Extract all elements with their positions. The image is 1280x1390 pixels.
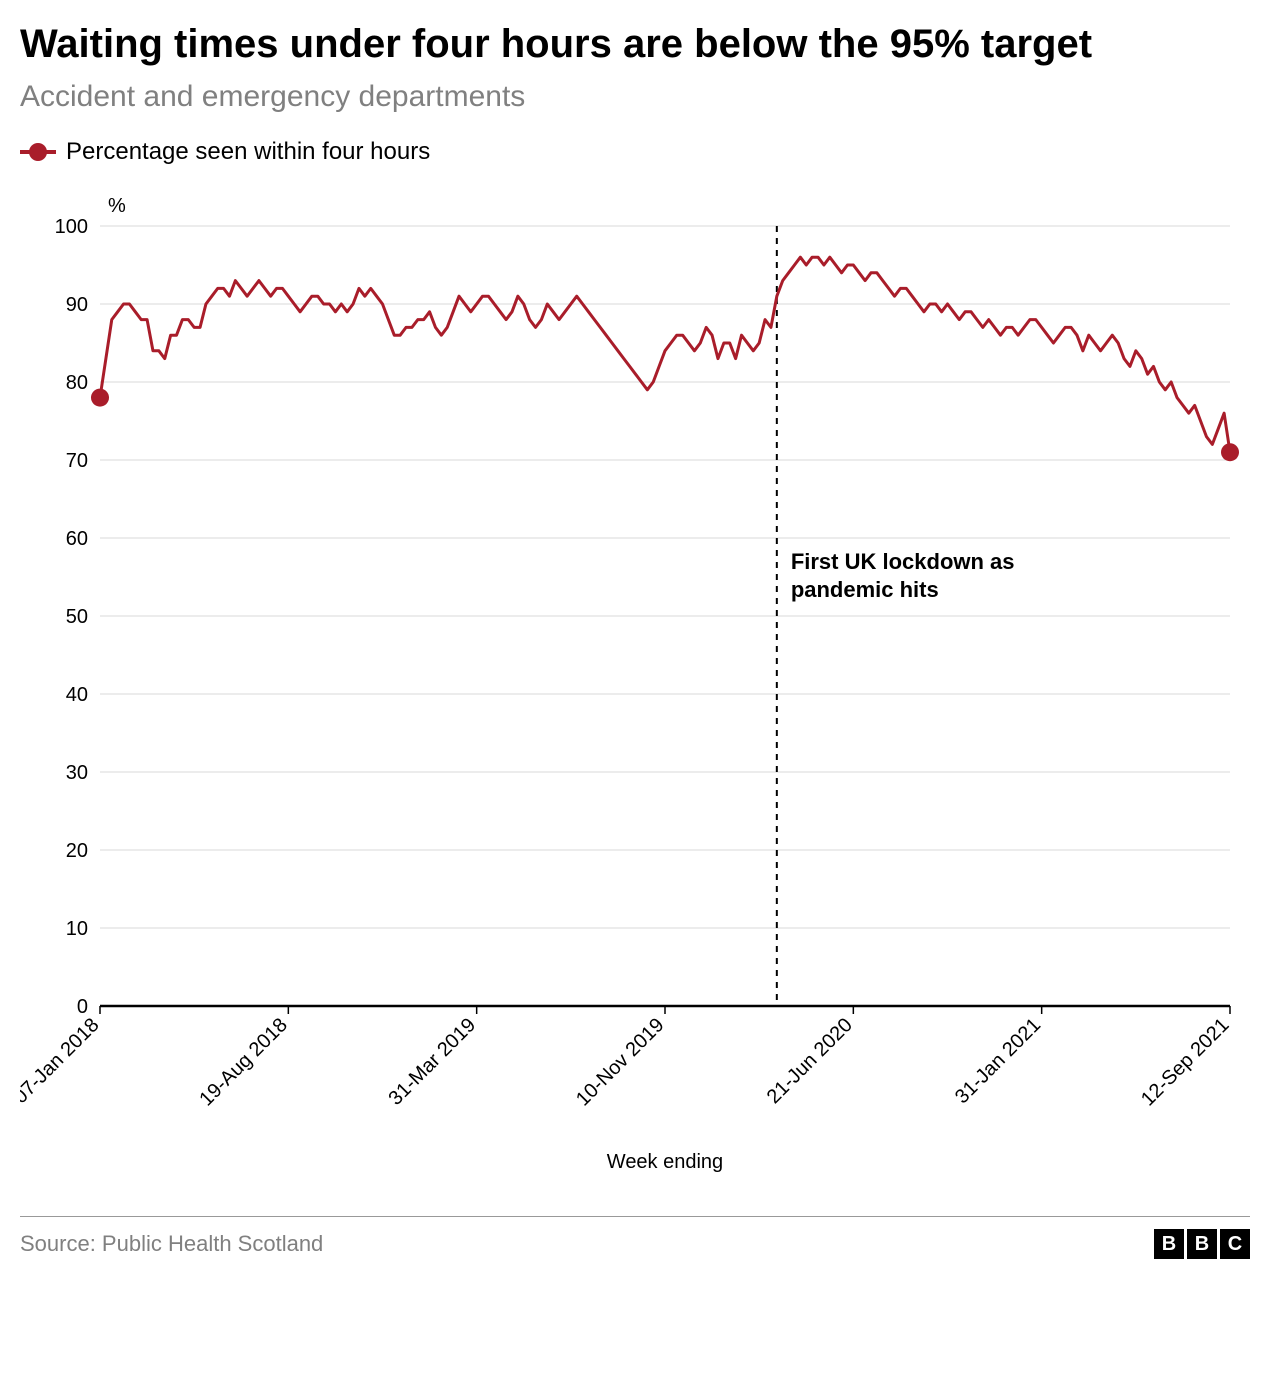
chart-svg: 0102030405060708090100%07-Jan 201819-Aug…: [20, 186, 1250, 1186]
svg-text:40: 40: [66, 684, 88, 706]
chart-plot-area: 0102030405060708090100%07-Jan 201819-Aug…: [20, 186, 1250, 1186]
svg-text:pandemic hits: pandemic hits: [791, 577, 939, 602]
svg-text:12-Sep 2021: 12-Sep 2021: [1137, 1014, 1234, 1111]
source-text: Source: Public Health Scotland: [20, 1231, 323, 1257]
svg-text:First UK lockdown as: First UK lockdown as: [791, 549, 1015, 574]
svg-text:31-Jan 2021: 31-Jan 2021: [951, 1014, 1045, 1108]
svg-text:21-Jun 2020: 21-Jun 2020: [763, 1014, 857, 1108]
bbc-logo: B B C: [1154, 1229, 1250, 1259]
svg-text:10: 10: [66, 918, 88, 940]
bbc-logo-c: C: [1220, 1229, 1250, 1259]
legend-label: Percentage seen within four hours: [66, 138, 430, 166]
chart-container: Waiting times under four hours are below…: [0, 0, 1280, 1390]
bbc-logo-b1: B: [1154, 1229, 1184, 1259]
svg-text:60: 60: [66, 528, 88, 550]
svg-text:%: %: [108, 195, 126, 217]
svg-text:31-Mar 2019: 31-Mar 2019: [384, 1014, 480, 1110]
svg-text:50: 50: [66, 606, 88, 628]
svg-text:19-Aug 2018: 19-Aug 2018: [195, 1014, 292, 1111]
svg-text:70: 70: [66, 450, 88, 472]
chart-subtitle: Accident and emergency departments: [20, 80, 1250, 114]
svg-text:90: 90: [66, 294, 88, 316]
svg-text:80: 80: [66, 372, 88, 394]
svg-text:Week ending: Week ending: [607, 1151, 723, 1173]
svg-text:30: 30: [66, 762, 88, 784]
svg-text:07-Jan 2018: 07-Jan 2018: [20, 1014, 104, 1108]
svg-text:100: 100: [55, 216, 88, 238]
bbc-logo-b2: B: [1187, 1229, 1217, 1259]
chart-footer: Source: Public Health Scotland B B C: [20, 1216, 1250, 1259]
legend: Percentage seen within four hours: [20, 138, 1250, 166]
svg-text:10-Nov 2019: 10-Nov 2019: [572, 1014, 669, 1111]
legend-marker-icon: [20, 150, 56, 154]
svg-text:20: 20: [66, 840, 88, 862]
chart-title: Waiting times under four hours are below…: [20, 20, 1250, 68]
